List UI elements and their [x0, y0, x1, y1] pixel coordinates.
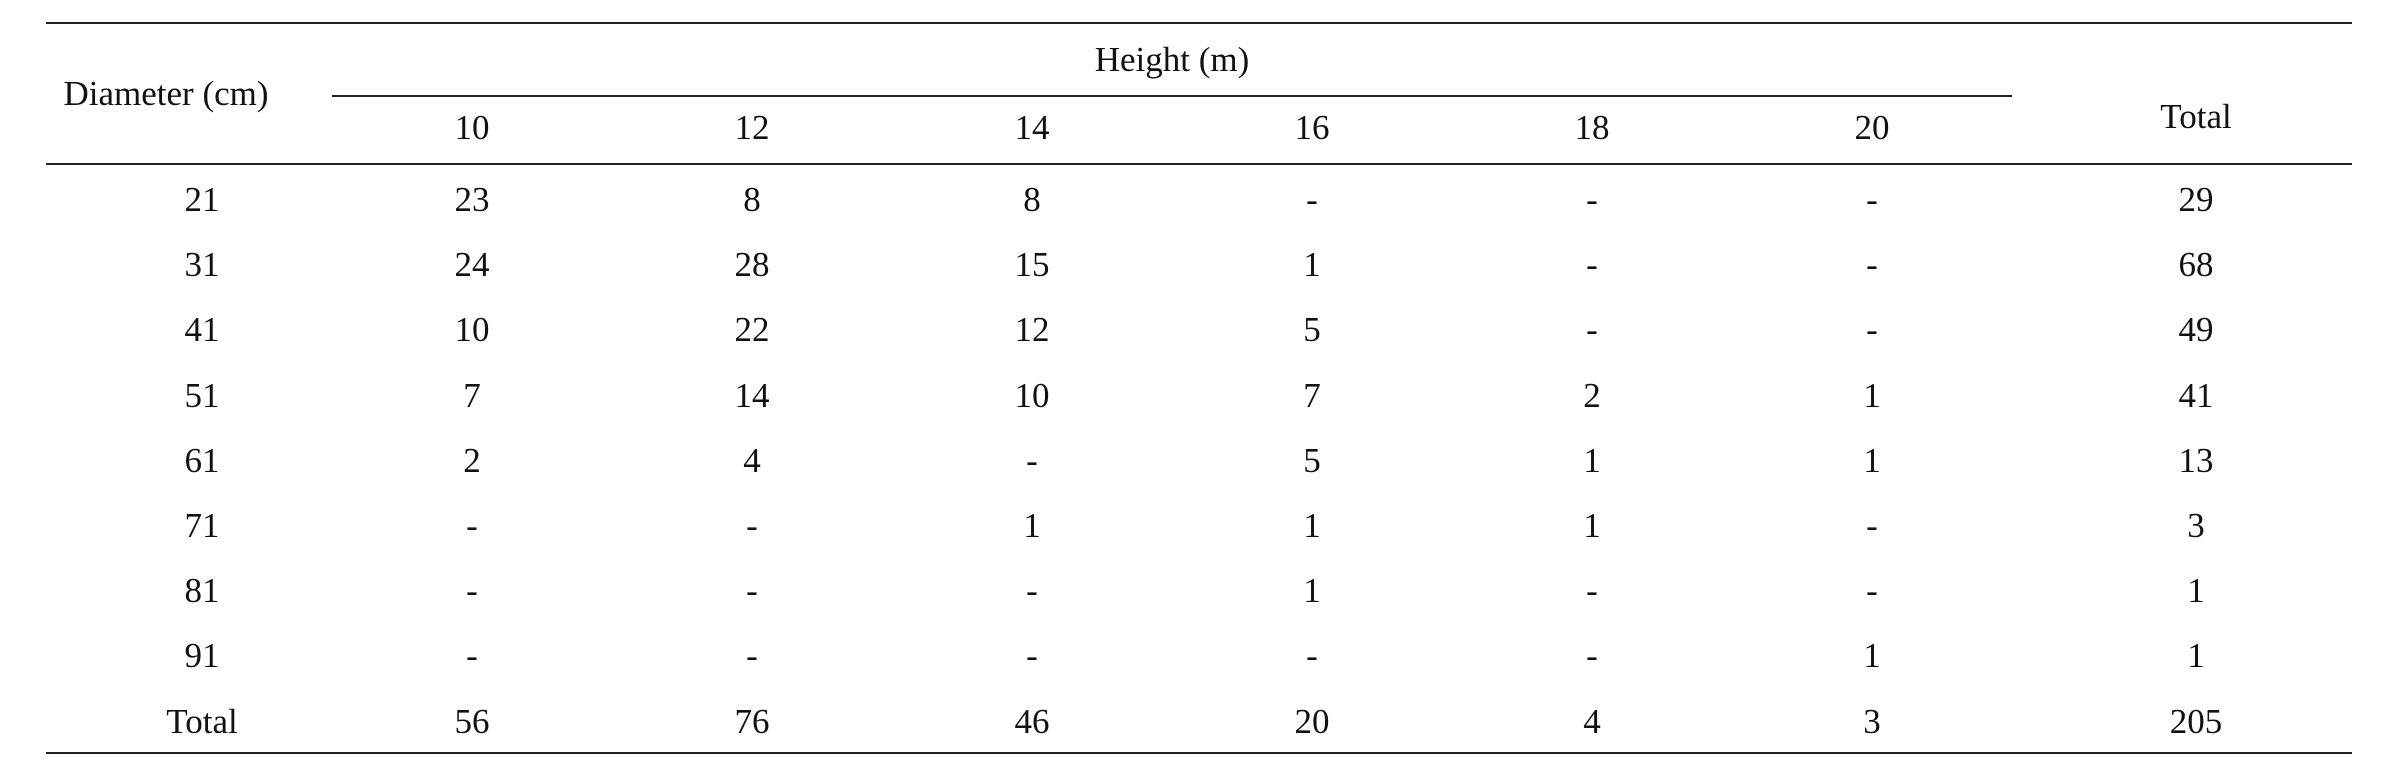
diameter-cell: 71	[184, 506, 220, 545]
count-cell: 1	[1863, 440, 1881, 480]
count-cell: 1	[1863, 636, 1881, 676]
count-cell: -	[1586, 180, 1598, 219]
row-total-cell: 29	[2178, 180, 2214, 219]
height-column-label: 20	[1854, 108, 1890, 147]
top-rule	[46, 22, 2352, 24]
height-span-rule	[332, 95, 2012, 97]
count-cell: 20	[1294, 701, 1330, 741]
diameter-cell: 21	[184, 180, 220, 219]
row-total-cell: 3	[2187, 506, 2205, 545]
count-cell: 22	[734, 310, 770, 350]
count-cell: 1	[1303, 506, 1321, 545]
count-cell: 1	[1583, 440, 1601, 480]
table-row: 91 - - - - - 1 1	[46, 636, 2352, 676]
diameter-cell: 31	[184, 245, 220, 285]
diameter-cell: 81	[184, 571, 220, 611]
count-cell: -	[466, 506, 478, 545]
total-header: Total	[2160, 97, 2232, 136]
row-total-cell: 1	[2187, 571, 2205, 611]
count-cell: -	[1026, 571, 1038, 611]
height-column-label: 16	[1294, 108, 1330, 147]
count-cell: -	[1306, 636, 1318, 676]
count-cell: 2	[1583, 375, 1601, 415]
count-cell: -	[466, 571, 478, 611]
count-cell: 24	[454, 245, 490, 285]
count-cell: -	[1866, 506, 1878, 545]
count-cell: -	[1586, 571, 1598, 611]
count-cell: -	[1866, 571, 1878, 611]
count-cell: 1	[1583, 506, 1601, 545]
count-cell: 56	[454, 701, 490, 741]
count-cell: -	[1586, 310, 1598, 350]
table-row: 41 10 22 12 5 - - 49	[46, 310, 2352, 350]
diameter-cell: 61	[184, 440, 220, 480]
row-total-cell: 205	[2169, 701, 2223, 741]
count-cell: 10	[454, 310, 490, 350]
count-cell: 12	[1014, 310, 1050, 350]
height-column-label: 18	[1574, 108, 1610, 147]
row-total-cell: 41	[2178, 375, 2214, 415]
table-row: 31 24 28 15 1 - - 68	[46, 245, 2352, 285]
count-cell: 23	[454, 180, 490, 219]
count-cell: -	[1866, 310, 1878, 350]
count-cell: 4	[1583, 701, 1601, 741]
count-cell: 8	[1023, 180, 1041, 219]
count-cell: 1	[1303, 245, 1321, 285]
diameter-cell: 91	[184, 636, 220, 676]
count-cell: 28	[734, 245, 770, 285]
count-cell: -	[1866, 180, 1878, 219]
count-cell: 2	[463, 440, 481, 480]
count-cell: 76	[734, 701, 770, 741]
height-header: Height (m)	[1094, 40, 1250, 79]
count-cell: 14	[734, 375, 770, 415]
table-row: 61 2 4 - 5 1 1 13	[46, 441, 2352, 481]
count-cell: 1	[1303, 571, 1321, 611]
count-cell: -	[746, 636, 758, 676]
count-cell: -	[1026, 440, 1038, 480]
count-cell: -	[466, 636, 478, 676]
count-cell: 46	[1014, 701, 1050, 741]
count-cell: 1	[1023, 506, 1041, 545]
count-cell: 1	[1863, 375, 1881, 415]
diameter-cell: 51	[184, 375, 220, 415]
count-cell: -	[1306, 180, 1318, 219]
row-total-cell: 49	[2178, 310, 2214, 350]
count-cell: 7	[463, 375, 481, 415]
count-cell: 3	[1863, 701, 1881, 741]
row-total-cell: 1	[2187, 636, 2205, 676]
count-cell: 7	[1303, 375, 1321, 415]
count-cell: -	[1586, 245, 1598, 285]
diameter-cell: 41	[184, 310, 220, 350]
table-row: 51 7 14 10 7 2 1 41	[46, 376, 2352, 416]
count-cell: -	[1026, 636, 1038, 676]
bottom-rule	[46, 752, 2352, 754]
count-cell: 15	[1014, 245, 1050, 285]
totals-row: Total 56 76 46 20 4 3 205	[46, 702, 2352, 742]
diameter-header: Diameter (cm)	[63, 74, 269, 113]
count-cell: -	[1866, 245, 1878, 285]
count-cell: -	[746, 506, 758, 545]
count-cell: 4	[743, 440, 761, 480]
height-column-label: 10	[454, 108, 490, 147]
count-cell: -	[1586, 636, 1598, 676]
height-column-label: 14	[1014, 108, 1050, 147]
height-column-label: 12	[734, 108, 770, 147]
count-cell: 10	[1014, 375, 1050, 415]
count-cell: 5	[1303, 440, 1321, 480]
header-rule	[46, 163, 2352, 165]
count-cell: -	[746, 571, 758, 611]
table-row: 81 - - - 1 - - 1	[46, 571, 2352, 611]
totals-row-label: Total	[166, 701, 238, 741]
table-row: 71 - - 1 1 1 - 3	[46, 506, 2352, 546]
table-row: 21 23 8 8 - - - 29	[46, 180, 2352, 220]
row-total-cell: 68	[2178, 245, 2214, 285]
row-total-cell: 13	[2178, 440, 2214, 480]
count-cell: 5	[1303, 310, 1321, 350]
count-cell: 8	[743, 180, 761, 219]
